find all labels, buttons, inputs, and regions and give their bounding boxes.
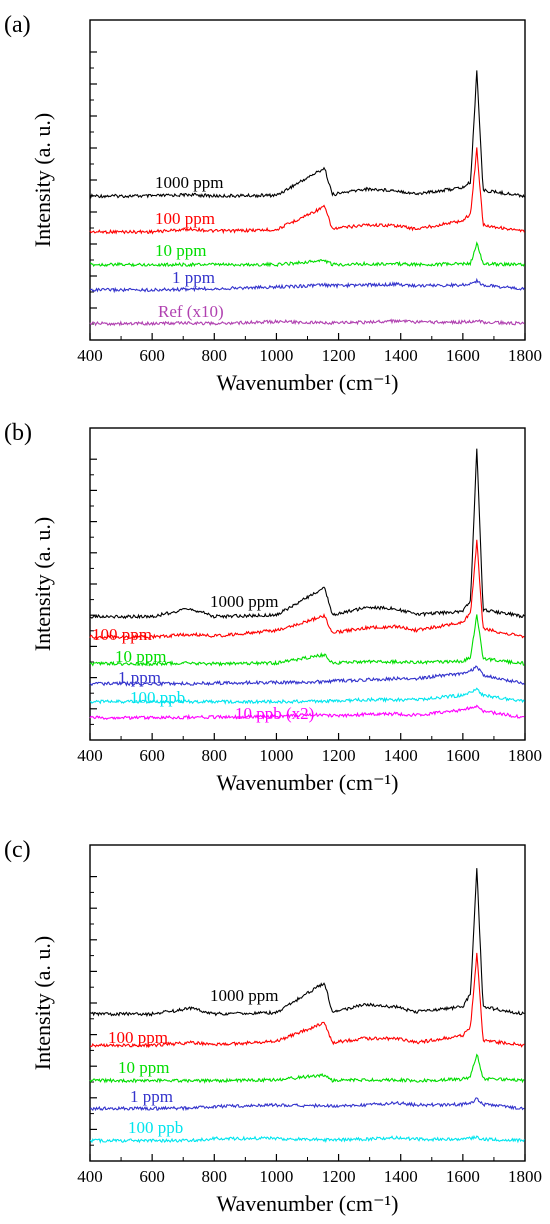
series-line-10-ppb-x2- bbox=[89, 704, 525, 721]
x-tick-label: 1800 bbox=[508, 1167, 542, 1186]
series-line-10-ppm bbox=[89, 1053, 525, 1084]
chart-panel-1: (a) 400 600 800 1000 1200 1400 1600 1800 Wavenumb… bbox=[4, 12, 542, 395]
series-line-1-ppm bbox=[89, 665, 525, 687]
x-tick-label: 1600 bbox=[446, 346, 480, 365]
panel-label: (a) bbox=[4, 12, 31, 38]
plot-frame bbox=[89, 844, 526, 1162]
x-axis-title: Wavenumber (cm⁻¹) bbox=[217, 370, 399, 395]
series-label: 100 ppb bbox=[130, 688, 185, 707]
x-tick-label: 400 bbox=[77, 346, 103, 365]
series-line-ref-x10- bbox=[89, 318, 525, 327]
x-tick-label: 800 bbox=[202, 1167, 228, 1186]
x-tick-label: 1200 bbox=[322, 1167, 356, 1186]
x-tick-label: 1000 bbox=[259, 346, 293, 365]
panel-label: (b) bbox=[4, 420, 32, 446]
x-tick-label: 800 bbox=[202, 746, 228, 765]
series-line-1-ppm bbox=[89, 277, 525, 294]
x-tick-label: 800 bbox=[202, 346, 228, 365]
series-label: Ref (x10) bbox=[158, 302, 224, 321]
x-tick-label: 1400 bbox=[384, 1167, 418, 1186]
x-tick-label: 1200 bbox=[322, 746, 356, 765]
series-line-10-ppm bbox=[89, 241, 525, 268]
panel-label: (c) bbox=[4, 837, 31, 863]
x-tick-label: 1800 bbox=[508, 346, 542, 365]
x-axis-title: Wavenumber (cm⁻¹) bbox=[217, 770, 399, 795]
series-line-100-ppm bbox=[89, 539, 525, 640]
series-line-100-ppb bbox=[89, 1134, 525, 1144]
series-label: 1 ppm bbox=[118, 668, 161, 687]
x-tick-label: 1400 bbox=[384, 346, 418, 365]
series-label: 10 ppb (x2) bbox=[235, 704, 314, 723]
series-label: 1 ppm bbox=[130, 1087, 173, 1106]
chart-panel-2: (b) 400 600 800 1000 1200 1400 1600 1800 Wavenumb… bbox=[4, 420, 542, 795]
series-line-1000-ppm bbox=[89, 448, 525, 620]
series-label: 100 ppm bbox=[108, 1028, 168, 1047]
series-line-10-ppm bbox=[89, 614, 525, 667]
x-tick-label: 1200 bbox=[322, 346, 356, 365]
x-tick-label: 400 bbox=[77, 746, 103, 765]
series-line-1000-ppm bbox=[89, 70, 525, 200]
x-tick-label: 1600 bbox=[446, 1167, 480, 1186]
x-tick-label: 1000 bbox=[259, 1167, 293, 1186]
x-axis-title: Wavenumber (cm⁻¹) bbox=[217, 1191, 399, 1216]
series-label: 10 ppm bbox=[118, 1058, 169, 1077]
series-label: 100 ppm bbox=[155, 209, 215, 228]
series-line-100-ppb bbox=[90, 687, 525, 705]
series-label: 1 ppm bbox=[172, 268, 215, 287]
x-tick-label: 600 bbox=[139, 1167, 165, 1186]
series-line-100-ppm bbox=[89, 147, 525, 235]
series-label: 100 ppm bbox=[92, 625, 152, 644]
y-axis-title: Intensity (a. u.) bbox=[30, 936, 55, 1070]
series-label: 100 ppb bbox=[128, 1118, 183, 1137]
x-tick-label: 400 bbox=[77, 1167, 103, 1186]
x-tick-label: 1000 bbox=[259, 746, 293, 765]
x-tick-label: 600 bbox=[139, 346, 165, 365]
series-label: 1000 ppm bbox=[210, 986, 278, 1005]
y-axis-title: Intensity (a. u.) bbox=[30, 113, 55, 247]
series-label: 10 ppm bbox=[155, 241, 206, 260]
chart-panel-3: (c) 400 600 800 1000 1200 1400 1600 1800 Wavenumb… bbox=[4, 837, 542, 1216]
x-tick-label: 1400 bbox=[384, 746, 418, 765]
series-line-1000-ppm bbox=[89, 868, 525, 1018]
x-tick-label: 1600 bbox=[446, 746, 480, 765]
series-label: 10 ppm bbox=[115, 647, 166, 666]
x-tick-label: 600 bbox=[139, 746, 165, 765]
x-tick-label: 1800 bbox=[508, 746, 542, 765]
series-line-100-ppm bbox=[89, 952, 525, 1049]
series-label: 1000 ppm bbox=[155, 173, 223, 192]
series-label: 1000 ppm bbox=[210, 592, 278, 611]
y-axis-title: Intensity (a. u.) bbox=[30, 517, 55, 651]
series-line-1-ppm bbox=[89, 1097, 525, 1112]
